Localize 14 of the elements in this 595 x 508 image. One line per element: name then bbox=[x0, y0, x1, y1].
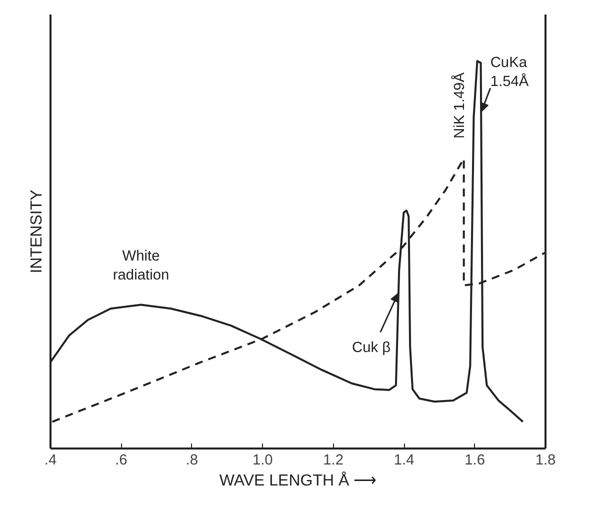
x-tick-label: .4 bbox=[44, 452, 57, 468]
x-tick-label: 1.4 bbox=[394, 452, 414, 468]
x-tick-label: 1.8 bbox=[535, 452, 556, 468]
annotation: CuKa 1.54Å bbox=[490, 55, 529, 90]
x-tick-label: .6 bbox=[115, 452, 128, 468]
x-axis-title: WAVE LENGTH Å ⟶ bbox=[219, 472, 377, 490]
x-tick-label: 1.2 bbox=[323, 452, 344, 468]
x-tick-label: 1.6 bbox=[464, 452, 485, 468]
x-tick-label: .8 bbox=[186, 452, 198, 468]
y-axis-title: INTENSITY bbox=[28, 189, 46, 274]
annotation: White radiation bbox=[112, 248, 170, 284]
annotation: Cuk β bbox=[352, 340, 391, 356]
annotation: NiK 1.49Å bbox=[450, 72, 468, 138]
x-tick-label: 1.0 bbox=[252, 452, 273, 468]
